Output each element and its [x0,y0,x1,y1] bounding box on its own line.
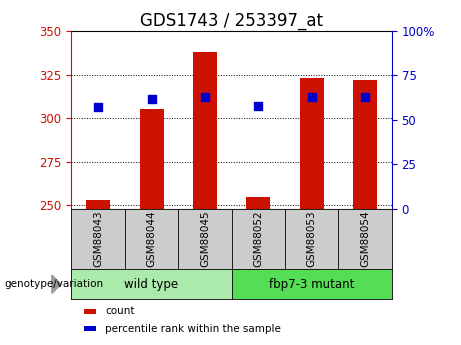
Text: GSM88052: GSM88052 [254,210,263,267]
Text: GSM88053: GSM88053 [307,210,317,267]
Text: GSM88045: GSM88045 [200,210,210,267]
Text: count: count [105,306,135,316]
Text: wild type: wild type [124,278,178,291]
Bar [353,80,377,209]
Polygon shape [52,275,61,293]
Point [361,94,369,100]
Bar [193,52,217,209]
Text: GSM88043: GSM88043 [93,210,103,267]
Bar [140,109,164,209]
Bar [86,200,110,209]
Text: genotype/variation: genotype/variation [5,279,104,289]
Point [254,103,262,108]
Point [308,94,315,100]
Text: fbp7-3 mutant: fbp7-3 mutant [269,278,355,291]
Text: GSM88044: GSM88044 [147,210,157,267]
Text: percentile rank within the sample: percentile rank within the sample [105,324,281,334]
Point [95,105,102,110]
Title: GDS1743 / 253397_at: GDS1743 / 253397_at [140,12,323,30]
Bar [84,326,96,331]
Bar [300,78,324,209]
Bar [246,197,270,209]
Bar [84,309,96,314]
Point [201,94,209,100]
Text: GSM88054: GSM88054 [360,210,370,267]
Point [148,96,155,101]
